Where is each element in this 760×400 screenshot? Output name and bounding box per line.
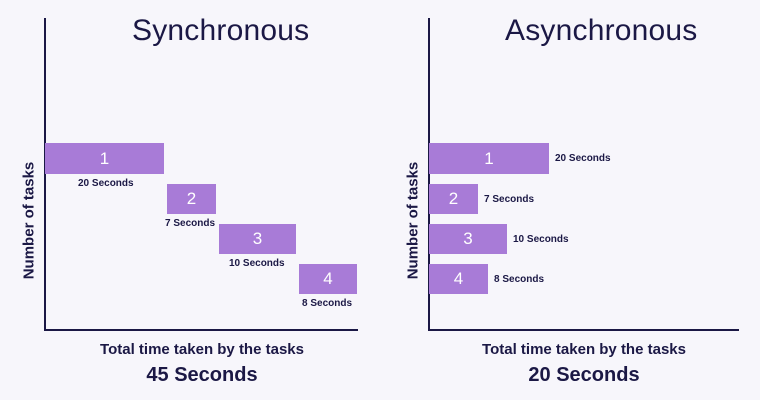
async-task-duration-2: 7 Seconds: [484, 194, 535, 205]
sync-task-duration-3: 10 Seconds: [229, 258, 285, 269]
asynchronous-y-label: Number of tasks: [404, 161, 422, 280]
async-task-duration-3: 10 Seconds: [513, 234, 569, 245]
asynchronous-title: Asynchronous: [505, 14, 698, 47]
sync-task-bar-4: 4: [299, 264, 357, 294]
asynchronous-panel: Asynchronous Number of tasks 1 20 Second…: [380, 0, 760, 400]
asynchronous-x-axis: [428, 329, 739, 331]
sync-task-bar-1: 1: [45, 143, 164, 174]
sync-task-duration-4: 8 Seconds: [302, 298, 353, 309]
sync-task-bar-2: 2: [167, 184, 216, 214]
async-task-duration-1: 20 Seconds: [555, 153, 611, 164]
asynchronous-y-axis: [428, 18, 430, 330]
synchronous-total: 45 Seconds: [146, 364, 258, 386]
synchronous-x-axis: [44, 329, 358, 331]
async-task-bar-3: 3: [429, 224, 507, 254]
asynchronous-total: 20 Seconds: [528, 364, 640, 386]
sync-task-duration-2: 7 Seconds: [165, 218, 216, 229]
synchronous-y-axis: [44, 18, 46, 330]
synchronous-title: Synchronous: [132, 14, 310, 47]
sync-task-duration-1: 20 Seconds: [78, 178, 134, 189]
async-task-bar-4: 4: [429, 264, 488, 294]
sync-task-bar-3: 3: [219, 224, 296, 254]
async-task-bar-2: 2: [429, 184, 478, 214]
async-task-bar-1: 1: [429, 143, 549, 174]
synchronous-caption: Total time taken by the tasks: [100, 341, 304, 358]
async-task-duration-4: 8 Seconds: [494, 274, 545, 285]
synchronous-panel: Synchronous Number of tasks 1 20 Seconds…: [20, 14, 358, 386]
synchronous-y-label: Number of tasks: [20, 161, 38, 280]
asynchronous-caption: Total time taken by the tasks: [482, 341, 686, 358]
